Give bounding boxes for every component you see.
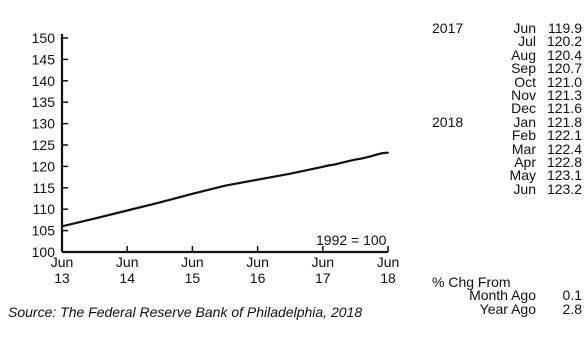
- table-row: Apr 122.8: [432, 153, 582, 170]
- table-month-cell: Dec: [511, 100, 536, 117]
- index-data-point: [370, 155, 373, 158]
- table-value-cell: 122.4: [546, 140, 582, 157]
- table-row: 2017 Jun 119.9: [432, 20, 582, 36]
- table-year-cell: 2017: [432, 20, 464, 36]
- index-data-point: [224, 184, 226, 187]
- index-data-point: [354, 158, 357, 161]
- index-data-point: [321, 165, 324, 168]
- source-note: Source: The Federal Reserve Bank of Phil…: [8, 304, 363, 320]
- index-data-point: [256, 178, 259, 181]
- table-month-cell: Jun: [513, 180, 536, 197]
- base-year-annotation: 1992 = 100: [316, 232, 387, 248]
- table-row: Sep 120.7: [432, 60, 582, 77]
- x-tick-year-label: 14: [119, 270, 135, 286]
- table-month-cell: Jan: [513, 113, 536, 130]
- table-value-cell: 120.2: [546, 33, 582, 50]
- table-month-cell: Nov: [511, 86, 536, 103]
- x-tick-year-label: 16: [250, 270, 266, 286]
- percent-change-label: Month Ago: [469, 287, 536, 304]
- x-tick-month-label: Jun: [246, 254, 269, 270]
- y-tick-label: 140: [32, 73, 56, 89]
- x-tick-year-label: 17: [315, 270, 331, 286]
- table-row: Oct 121.0: [432, 73, 582, 90]
- x-tick-month-label: Jun: [312, 254, 335, 270]
- y-axis: 150 145 140 135 130 125 120 115 110 105 100: [32, 30, 68, 260]
- y-tick-label: 115: [33, 180, 56, 196]
- y-tick-label: 120: [32, 158, 56, 174]
- table-month-cell: May: [509, 167, 536, 184]
- y-tick-label: 135: [32, 94, 56, 110]
- index-data-point: [327, 164, 330, 167]
- index-data-point: [191, 192, 194, 195]
- table-month-cell: Mar: [511, 140, 536, 157]
- index-data-point: [289, 172, 292, 175]
- x-tick-year-label: 18: [380, 270, 396, 286]
- percent-change-value: 2.8: [562, 300, 582, 317]
- table-row: Jul 120.2: [432, 33, 582, 50]
- table-month-cell: Jun: [513, 20, 536, 36]
- x-tick-year-label: 15: [185, 270, 201, 286]
- table-month-cell: Aug: [511, 46, 536, 63]
- table-value-cell: 123.2: [546, 180, 582, 197]
- index-data-point: [387, 151, 389, 154]
- index-data-point: [343, 161, 346, 164]
- y-tick-label: 125: [32, 137, 56, 153]
- table-value-cell: 120.4: [546, 46, 582, 63]
- table-month-cell: Feb: [511, 127, 536, 144]
- table-value-cell: 122.8: [546, 153, 582, 170]
- table-value-cell: 119.9: [548, 20, 582, 36]
- y-tick-label: 110: [33, 201, 56, 217]
- table-month-cell: Jul: [518, 33, 536, 50]
- y-tick-label: 145: [32, 51, 56, 67]
- index-data-point: [349, 159, 351, 162]
- index-data-point: [376, 153, 378, 156]
- y-tick-label: 130: [32, 116, 56, 132]
- percent-change-value: 0.1: [562, 287, 582, 304]
- table-value-cell: 123.1: [546, 167, 582, 184]
- percent-change-title: % Chg From: [432, 274, 511, 290]
- table-row: May 123.1: [432, 167, 582, 184]
- y-tick-label: 105: [32, 223, 56, 239]
- table-row: Feb 122.1: [432, 127, 582, 144]
- index-data-point: [158, 201, 161, 204]
- table-row: Dec 121.6: [432, 100, 582, 117]
- table-year-cell: 2018: [432, 113, 464, 130]
- x-tick-month-label: Jun: [181, 254, 204, 270]
- table-row: Mar 122.4: [432, 140, 582, 157]
- y-tick-label: 100: [32, 244, 56, 260]
- index-data-point: [61, 225, 63, 228]
- table-row: 2018 Jan 121.8: [432, 113, 582, 130]
- index-data-point: [359, 157, 362, 160]
- monthly-values-table: 2017 Jun 119.9 Jul 120.2 Aug 120.4 Sep 120.7 Oct 1…: [432, 20, 582, 197]
- table-row: Jun 123.2: [432, 180, 582, 197]
- table-month-cell: Oct: [514, 73, 536, 90]
- table-value-cell: 121.6: [546, 100, 582, 117]
- percent-change-label: Year Ago: [479, 300, 536, 317]
- x-tick-month-label: Jun: [51, 254, 74, 270]
- percent-change-row: Year Ago 2.8: [432, 300, 582, 317]
- table-value-cell: 121.8: [546, 113, 582, 130]
- table-value-cell: 121.0: [546, 73, 582, 90]
- percent-change-row: Month Ago 0.1: [432, 287, 582, 304]
- index-data-point: [93, 217, 96, 220]
- index-data-point: [126, 209, 129, 212]
- table-month-cell: Sep: [511, 60, 536, 77]
- index-data-point: [365, 156, 368, 159]
- index-data-point: [338, 162, 340, 165]
- table-value-cell: 121.3: [546, 86, 582, 103]
- y-tick-label: 150: [32, 30, 56, 46]
- table-value-cell: 120.7: [546, 60, 582, 77]
- table-value-cell: 122.1: [546, 127, 582, 144]
- table-row: Aug 120.4: [432, 46, 582, 63]
- table-month-cell: Apr: [514, 153, 536, 170]
- x-tick-month-label: Jun: [377, 254, 400, 270]
- x-tick-year-label: 13: [54, 270, 70, 286]
- series-layer: [61, 151, 389, 228]
- x-tick-month-label: Jun: [116, 254, 139, 270]
- table-row: Nov 121.3: [432, 86, 582, 103]
- index-data-point: [381, 152, 384, 155]
- index-data-point: [332, 163, 335, 166]
